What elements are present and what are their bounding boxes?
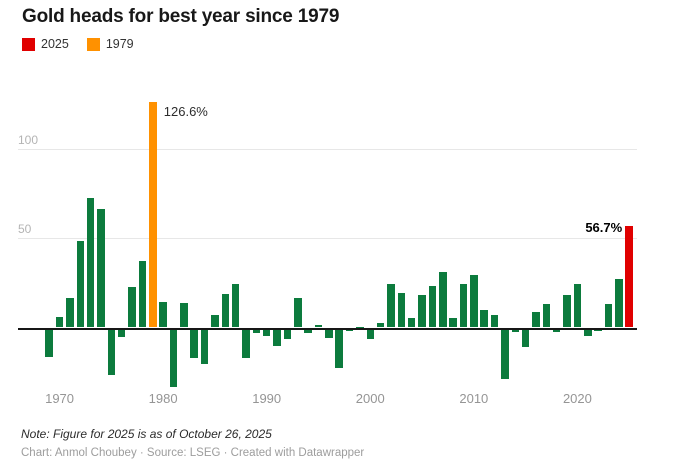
bar-1992[interactable] bbox=[283, 329, 292, 340]
legend-item-2025[interactable]: 2025 bbox=[22, 37, 69, 51]
bar-1999[interactable] bbox=[356, 326, 364, 328]
bar-1983[interactable] bbox=[190, 329, 198, 359]
grid-line-50 bbox=[18, 238, 637, 240]
bar-1977[interactable] bbox=[128, 287, 136, 328]
x-axis-label-1970: 1970 bbox=[45, 391, 75, 406]
x-axis-label-2000: 2000 bbox=[355, 391, 385, 406]
legend-swatch-1979 bbox=[86, 37, 100, 51]
bar-2025[interactable] bbox=[625, 226, 633, 328]
bar-2011[interactable] bbox=[480, 309, 488, 328]
bar-1997[interactable] bbox=[335, 329, 343, 368]
bar-2002[interactable] bbox=[387, 283, 395, 328]
bar-2019[interactable] bbox=[563, 295, 571, 328]
legend-item-1979[interactable]: 1979 bbox=[86, 37, 134, 51]
credits-text: Chart: Anmol Choubey · Source: LSEG · Cr… bbox=[21, 447, 365, 459]
bar-2003[interactable] bbox=[397, 292, 406, 328]
bar-2021[interactable] bbox=[584, 329, 592, 336]
annotation-1979: 126.6% bbox=[163, 103, 208, 119]
bar-1974[interactable] bbox=[97, 208, 105, 328]
bar-2024[interactable] bbox=[615, 279, 623, 328]
bar-2001[interactable] bbox=[376, 323, 385, 328]
bar-1994[interactable] bbox=[304, 329, 312, 334]
bar-1980[interactable] bbox=[159, 301, 167, 328]
bar-1970[interactable] bbox=[55, 316, 64, 328]
bar-2018[interactable] bbox=[552, 329, 561, 333]
bar-1995[interactable] bbox=[314, 324, 323, 328]
bar-1981[interactable] bbox=[169, 329, 178, 388]
bar-1976[interactable] bbox=[117, 329, 126, 337]
bar-1998[interactable] bbox=[345, 329, 354, 331]
bar-1984[interactable] bbox=[200, 329, 209, 365]
bar-2004[interactable] bbox=[407, 317, 416, 328]
legend-label: 1979 bbox=[105, 37, 134, 51]
bar-1986[interactable] bbox=[221, 294, 230, 328]
bar-1973[interactable] bbox=[86, 198, 95, 328]
bar-2023[interactable] bbox=[604, 304, 613, 328]
legend: 2025 1979 bbox=[22, 37, 134, 51]
bar-1969[interactable] bbox=[45, 329, 53, 358]
bar-2020[interactable] bbox=[573, 283, 582, 328]
bar-1982[interactable] bbox=[180, 302, 188, 328]
bar-1985[interactable] bbox=[211, 315, 219, 328]
bar-2010[interactable] bbox=[470, 274, 478, 328]
bar-1989[interactable] bbox=[252, 329, 261, 334]
legend-label: 2025 bbox=[41, 37, 69, 51]
bar-2017[interactable] bbox=[542, 304, 551, 328]
bar-1990[interactable] bbox=[262, 329, 271, 336]
bar-2000[interactable] bbox=[366, 329, 375, 340]
y-axis-label-100: 100 bbox=[18, 133, 39, 148]
legend-swatch-2025 bbox=[22, 37, 35, 51]
bar-1987[interactable] bbox=[231, 283, 240, 328]
bar-1979[interactable] bbox=[149, 101, 157, 328]
grid-line-100 bbox=[18, 149, 637, 151]
bar-2014[interactable] bbox=[511, 329, 519, 333]
bar-1978[interactable] bbox=[138, 261, 147, 328]
chart-title: Gold heads for best year since 1979 bbox=[22, 6, 340, 27]
x-axis-label-2020: 2020 bbox=[562, 391, 592, 406]
bar-2007[interactable] bbox=[439, 272, 447, 328]
bar-1975[interactable] bbox=[107, 329, 116, 375]
bar-2009[interactable] bbox=[459, 283, 468, 328]
bar-2008[interactable] bbox=[449, 317, 457, 328]
bar-1971[interactable] bbox=[66, 298, 74, 328]
bar-2016[interactable] bbox=[532, 312, 540, 328]
x-axis-baseline bbox=[18, 327, 637, 330]
note-text: Note: Figure for 2025 is as of October 2… bbox=[21, 427, 272, 441]
bar-2022[interactable] bbox=[594, 329, 602, 331]
bar-1988[interactable] bbox=[242, 329, 250, 359]
bar-2015[interactable] bbox=[521, 329, 530, 348]
bar-1993[interactable] bbox=[294, 297, 302, 328]
bar-1991[interactable] bbox=[273, 329, 281, 347]
x-axis-label-2010: 2010 bbox=[459, 391, 489, 406]
annotation-2025: 56.7% bbox=[585, 220, 623, 236]
bar-1972[interactable] bbox=[76, 240, 85, 328]
bar-1996[interactable] bbox=[325, 329, 333, 339]
bar-2012[interactable] bbox=[490, 315, 499, 328]
bar-2006[interactable] bbox=[428, 286, 437, 328]
x-axis-label-1990: 1990 bbox=[252, 391, 282, 406]
x-axis-label-1980: 1980 bbox=[148, 391, 178, 406]
bar-2005[interactable] bbox=[418, 295, 426, 328]
y-axis-label-50: 50 bbox=[18, 222, 32, 237]
bar-2013[interactable] bbox=[501, 329, 509, 380]
